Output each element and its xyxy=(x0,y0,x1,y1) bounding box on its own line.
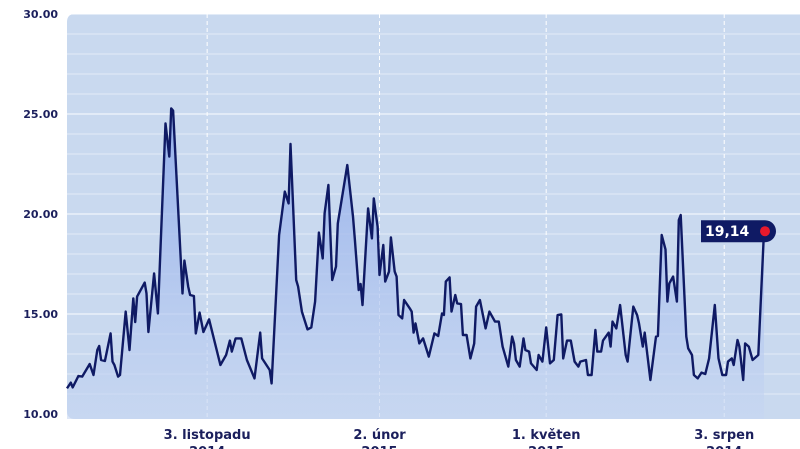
x-tick-label: 1. květen xyxy=(512,428,581,443)
x-tick-year: 2015 xyxy=(528,445,564,449)
x-tick-label: 2. únor xyxy=(353,428,406,443)
x-tick-label: 3. srpen xyxy=(694,428,754,443)
x-tick-year: 2015 xyxy=(361,445,397,449)
last-value-dot xyxy=(760,226,770,237)
plot-background xyxy=(67,14,800,419)
last-value-label-box xyxy=(701,220,776,243)
last-value-label: 19,14 xyxy=(705,224,750,240)
y-tick-label: 25.00 xyxy=(23,108,58,121)
y-tick-label: 15.00 xyxy=(23,308,58,321)
y-axis: 10.00 15.00 20.00 25.00 30.00 xyxy=(23,8,58,421)
series-line xyxy=(65,107,766,390)
y-tick-label: 10.00 xyxy=(23,408,58,421)
x-tick-year: 2014 xyxy=(189,445,225,449)
x-tick-label: 3. listopadu xyxy=(164,428,251,443)
x-tick-year: 2014 xyxy=(706,445,742,449)
y-tick-label: 20.00 xyxy=(23,208,58,221)
last-value-marker: 19,14 xyxy=(701,220,776,243)
y-tick-label: 30.00 xyxy=(23,8,58,21)
x-axis: 3. listopadu 2014 2. únor 2015 1. květen 2015… xyxy=(164,428,755,449)
